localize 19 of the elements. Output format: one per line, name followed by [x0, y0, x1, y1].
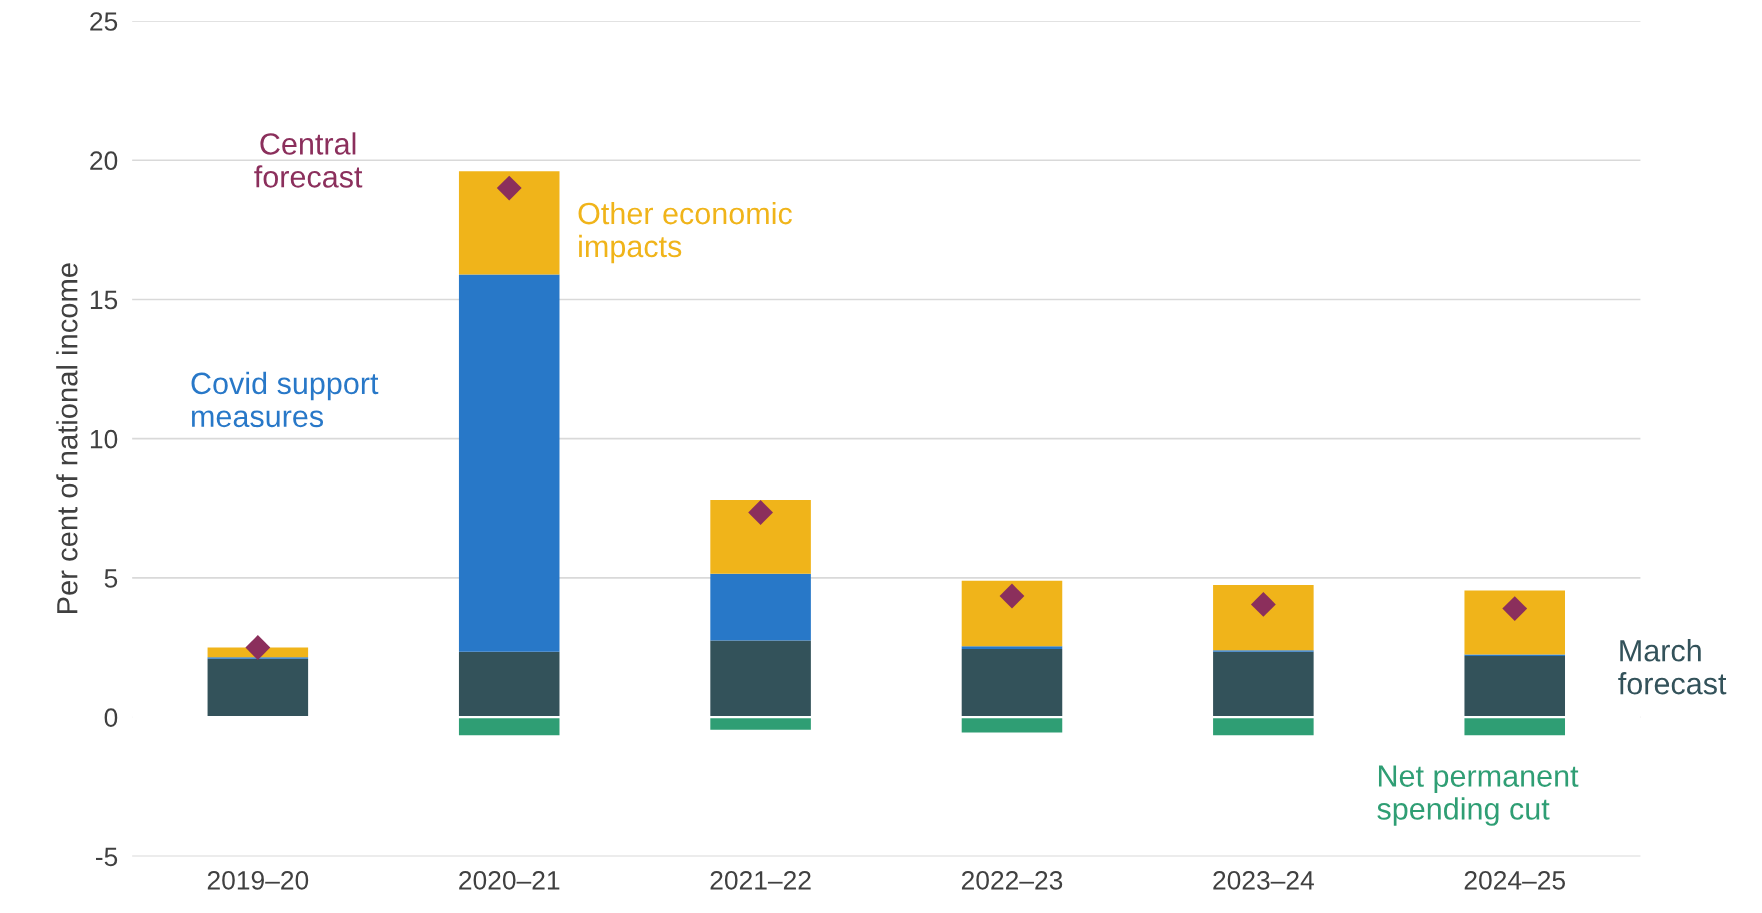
y-tick-label: -5	[95, 847, 118, 867]
x-tick-label: 2020–21	[459, 870, 560, 890]
x-tick-label: 2023–24	[1213, 870, 1314, 890]
y-tick-label: 5	[104, 569, 118, 588]
y-tick-label: 10	[90, 429, 118, 449]
y-tick-label: 0	[104, 708, 118, 727]
x-tick-label: 2019–20	[207, 870, 309, 890]
x-tick-label: 2021–22	[710, 870, 811, 890]
y-axis-title: Per cent of national income	[56, 263, 78, 614]
x-tick-label: 2022–23	[961, 870, 1063, 890]
series-label: Other economic impacts	[578, 201, 792, 264]
series-label: Net permanent spending cut	[1377, 765, 1579, 826]
text: Central forecast	[254, 132, 363, 188]
y-tick-label: 15	[90, 290, 118, 310]
y-tick-label: 25	[90, 12, 118, 31]
series-label: March forecast	[1618, 639, 1727, 695]
text: Covid support measures	[191, 371, 379, 428]
y-tick-label: 20	[90, 151, 118, 171]
x-tick-label: 2024–25	[1464, 870, 1565, 890]
